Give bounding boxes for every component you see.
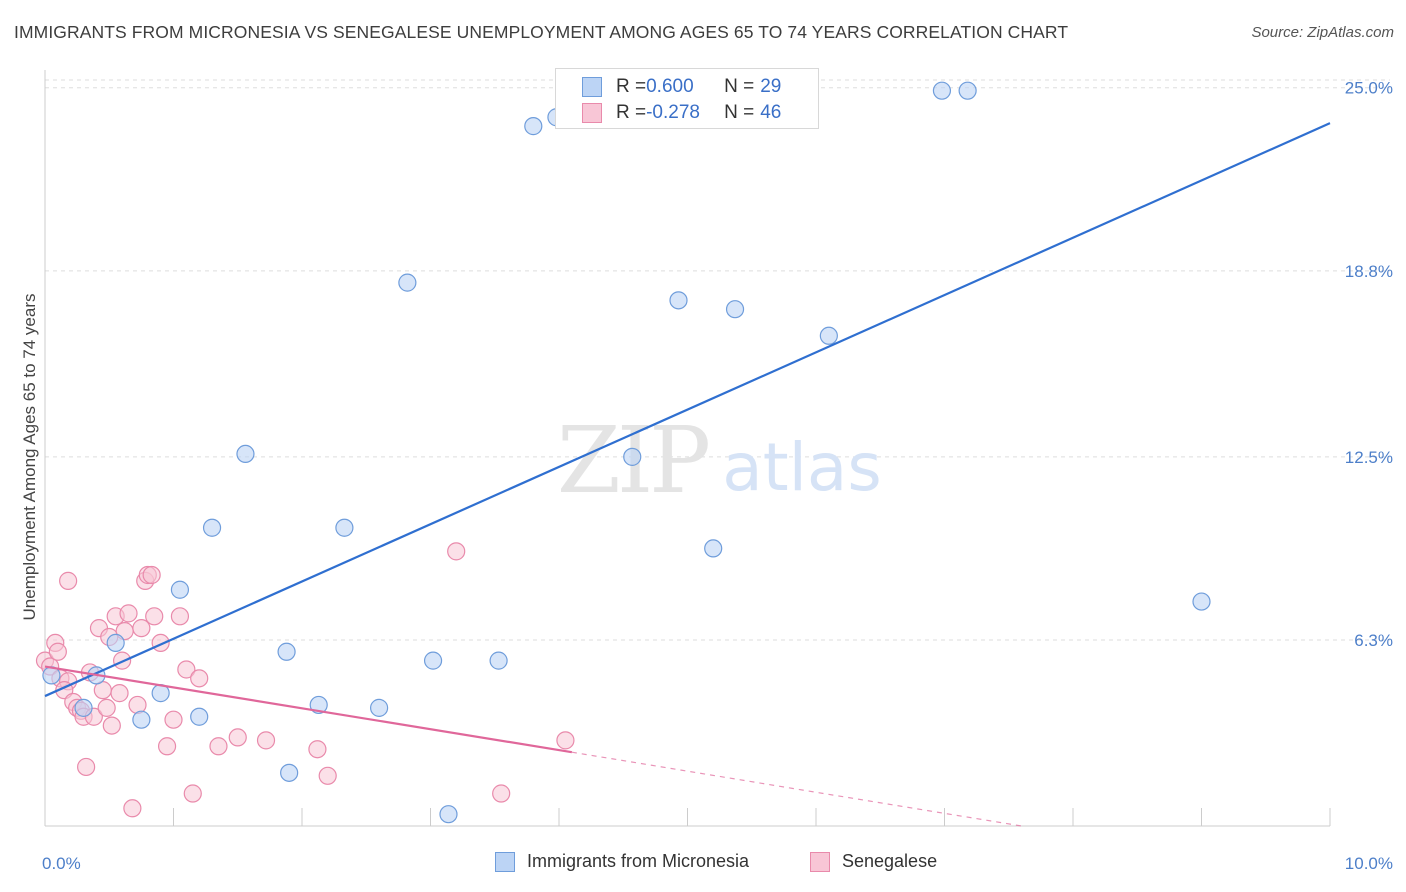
senegalese-point: [164, 710, 183, 729]
senegalese-point: [97, 698, 116, 717]
axes: [44, 70, 1331, 827]
senegalese-point: [110, 684, 129, 703]
micronesia-point: [439, 805, 458, 824]
senegalese-point: [170, 607, 190, 626]
micronesia-point: [958, 81, 977, 100]
senegalese-point: [157, 737, 177, 756]
y-tick-labels: 6.3% 12.5% 18.8% 25.0%: [1345, 79, 1393, 650]
senegalese-point: [228, 728, 247, 747]
senegalese-point: [77, 757, 96, 777]
senegalese-point: [447, 542, 466, 561]
micronesia-point: [170, 580, 190, 599]
micronesia-point: [704, 539, 723, 558]
senegalese-points: [35, 542, 575, 818]
chart-title: IMMIGRANTS FROM MICRONESIA VS SENEGALESE…: [14, 22, 1069, 42]
micronesia-point: [398, 273, 417, 292]
legend-n-label: N =: [724, 76, 755, 97]
legend-n-value: 29: [760, 76, 782, 97]
micronesia-point: [106, 633, 125, 653]
senegalese-point: [177, 660, 196, 679]
micronesia-point: [370, 698, 389, 717]
correlation-legend: R = 0.600 N = 29 R = -0.278 N = 46: [555, 68, 819, 129]
senegalese-point: [209, 737, 228, 756]
x-tick-label: 0.0%: [42, 854, 81, 873]
senegalese-point: [119, 604, 138, 623]
watermark-atlas: atlas: [722, 429, 882, 506]
micronesia-point: [423, 651, 443, 670]
senegalese-point: [102, 716, 121, 735]
legend-n-value: 46: [760, 102, 782, 123]
senegalese-trend-line: [44, 665, 573, 754]
senegalese-point: [48, 642, 67, 661]
senegalese-trend-extension: [571, 751, 1022, 827]
micronesia-point: [669, 291, 688, 310]
senegalese-legend-swatch: [810, 851, 830, 872]
micronesia-point: [236, 444, 255, 464]
micronesia-point: [280, 763, 299, 782]
micronesia-point: [277, 642, 296, 661]
legend-r-value: 0.600: [646, 76, 694, 97]
micronesia-point: [202, 518, 222, 537]
senegalese-point: [59, 571, 78, 590]
legend-row-senegalese: R = -0.278 N = 46: [582, 101, 781, 125]
senegalese-point: [142, 565, 161, 585]
trend-lines: [44, 122, 1331, 827]
legend-item-senegalese: Senegalese: [810, 851, 937, 872]
micronesia-point: [725, 300, 745, 319]
micronesia-point: [309, 695, 328, 715]
y-tick-label: 12.5%: [1345, 448, 1393, 467]
micronesia-legend-swatch: [495, 851, 515, 872]
senegalese-point: [190, 669, 209, 688]
senegalese-point: [145, 607, 164, 626]
micronesia-point: [524, 117, 543, 136]
legend-r-label: R =: [616, 76, 647, 97]
senegalese-point: [256, 731, 276, 750]
series-legend: Immigrants from Micronesia Senegalese: [0, 851, 1406, 877]
x-tick-labels: 0.0% 10.0%: [42, 854, 1393, 873]
legend-r-value: -0.278: [646, 102, 700, 123]
y-tick-label: 18.8%: [1345, 262, 1393, 281]
micronesia-point: [623, 447, 642, 466]
y-tick-label: 25.0%: [1345, 79, 1393, 98]
x-tick-label: 10.0%: [1345, 854, 1393, 873]
legend-n-label: N =: [724, 102, 755, 123]
legend-row-micronesia: R = 0.600 N = 29: [582, 75, 781, 99]
legend-label-senegalese: Senegalese: [842, 851, 938, 871]
senegalese-point: [318, 766, 337, 785]
micronesia-points: [42, 81, 1211, 824]
micronesia-point: [335, 518, 354, 537]
watermark: ZIP atlas: [557, 407, 882, 514]
legend-item-micronesia: Immigrants from Micronesia: [495, 851, 749, 872]
senegalese-point: [308, 740, 327, 759]
micronesia-point: [489, 651, 508, 670]
micronesia-swatch: [582, 77, 602, 97]
micronesia-point: [132, 710, 151, 729]
micronesia-point: [819, 326, 838, 345]
legend-label-micronesia: Immigrants from Micronesia: [527, 851, 750, 871]
micronesia-point: [932, 81, 952, 100]
senegalese-point: [183, 784, 202, 803]
micronesia-point: [74, 698, 93, 717]
micronesia-point: [1192, 592, 1211, 611]
senegalese-swatch: [582, 103, 602, 123]
senegalese-point: [123, 799, 142, 818]
legend-r-label: R =: [616, 102, 647, 123]
senegalese-point: [556, 731, 575, 750]
source-credit: Source: ZipAtlas.com: [1251, 24, 1394, 41]
micronesia-point: [190, 707, 209, 726]
senegalese-point: [132, 619, 151, 638]
senegalese-point: [492, 784, 511, 803]
y-tick-label: 6.3%: [1354, 631, 1393, 650]
micronesia-trend-line: [44, 122, 1331, 698]
